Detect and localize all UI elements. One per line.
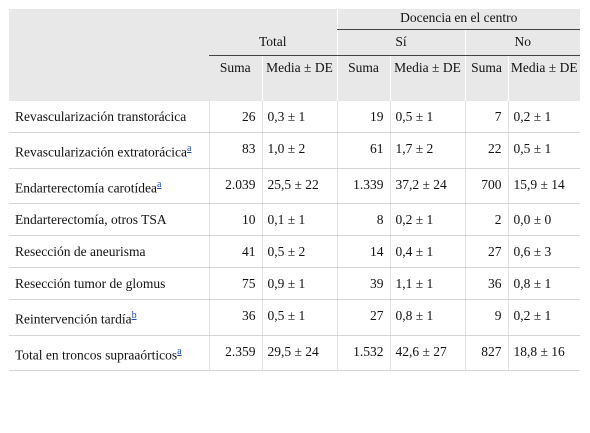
cell-total-suma: 83 — [208, 132, 262, 169]
cell-total-media: 0,9 ± 1 — [261, 267, 337, 300]
footnote-link[interactable]: a — [177, 345, 182, 357]
cell-no-media: 0,2 ± 1 — [507, 101, 580, 133]
cell-si-media: 0,5 ± 1 — [389, 101, 465, 133]
cell-no-suma: 827 — [464, 335, 508, 371]
table-row: Revascularización extratorácicaa 83 1,0 … — [9, 132, 580, 169]
cell-total-suma: 41 — [208, 235, 262, 268]
cell-si-media: 1,7 ± 2 — [389, 132, 465, 169]
cell-si-suma: 27 — [336, 299, 390, 336]
header-si-media: Media ± DE — [389, 55, 465, 101]
header-no-media: Media ± DE — [507, 55, 580, 101]
cell-total-media: 0,5 ± 2 — [261, 235, 337, 268]
cell-si-suma: 61 — [336, 132, 390, 169]
row-label-text: Total en troncos supraaórticos — [15, 347, 178, 362]
cell-total-media: 0,3 ± 1 — [261, 101, 337, 133]
cell-total-media: 1,0 ± 2 — [261, 132, 337, 169]
cell-no-suma: 7 — [464, 101, 508, 133]
row-label: Total en troncos supraaórticosa — [9, 335, 209, 371]
cell-total-suma: 36 — [208, 299, 262, 336]
cell-no-suma: 27 — [464, 235, 508, 268]
row-label: Resección tumor de glomus — [9, 267, 209, 300]
row-label-text: Revascularización transtorácica — [15, 109, 187, 124]
row-label-text: Resección de aneurisma — [15, 244, 146, 259]
cell-no-media: 15,9 ± 14 — [507, 168, 580, 204]
table-row: Revascularización transtorácica 26 0,3 ±… — [9, 101, 580, 133]
data-table-container: Docencia en el centro Total Sí No Suma M… — [9, 9, 580, 371]
row-label-text: Endarterectomía carotídea — [15, 180, 158, 195]
cell-no-media: 0,0 ± 0 — [507, 203, 580, 236]
docencia-table: Docencia en el centro Total Sí No Suma M… — [9, 9, 580, 371]
table-row: Reintervención tardíab 36 0,5 ± 1 27 0,8… — [9, 299, 580, 336]
cell-total-media: 0,1 ± 1 — [261, 203, 337, 236]
cell-si-suma: 19 — [336, 101, 390, 133]
cell-si-suma: 14 — [336, 235, 390, 268]
cell-si-media: 0,8 ± 1 — [389, 299, 465, 336]
cell-no-media: 0,2 ± 1 — [507, 299, 580, 336]
table-row: Resección de aneurisma 41 0,5 ± 2 14 0,4… — [9, 235, 580, 268]
row-label: Revascularización extratorácicaa — [9, 132, 209, 169]
cell-total-suma: 75 — [208, 267, 262, 300]
cell-si-suma: 1.339 — [336, 168, 390, 204]
table-row: Endarterectomía, otros TSA 10 0,1 ± 1 8 … — [9, 203, 580, 236]
cell-total-media: 29,5 ± 24 — [261, 335, 337, 371]
header-corner-2 — [9, 29, 209, 56]
cell-no-suma: 22 — [464, 132, 508, 169]
footnote-link[interactable]: a — [157, 178, 162, 190]
cell-si-media: 37,2 ± 24 — [389, 168, 465, 204]
cell-si-media: 42,6 ± 27 — [389, 335, 465, 371]
cell-total-suma: 2.359 — [208, 335, 262, 371]
row-label: Endarterectomía carotídeaa — [9, 168, 209, 204]
header-corner-3 — [9, 55, 209, 101]
cell-total-suma: 2.039 — [208, 168, 262, 204]
cell-no-media: 0,8 ± 1 — [507, 267, 580, 300]
cell-si-suma: 39 — [336, 267, 390, 300]
table-body: Revascularización transtorácica 26 0,3 ±… — [9, 101, 580, 371]
footnote-marker: a — [187, 142, 191, 154]
header-total: Total — [209, 29, 337, 56]
table-row: Total en troncos supraaórticosa 2.359 29… — [9, 335, 580, 371]
header-si: Sí — [336, 29, 465, 56]
cell-si-media: 1,1 ± 1 — [389, 267, 465, 300]
cell-no-suma: 36 — [464, 267, 508, 300]
cell-total-suma: 26 — [208, 101, 262, 133]
cell-si-suma: 1.532 — [336, 335, 390, 371]
table-header: Docencia en el centro Total Sí No Suma M… — [9, 9, 580, 101]
cell-no-media: 0,6 ± 3 — [507, 235, 580, 268]
cell-no-media: 0,5 ± 1 — [507, 132, 580, 169]
row-label: Revascularización transtorácica — [9, 101, 209, 133]
row-label-text: Resección tumor de glomus — [15, 276, 166, 291]
cell-no-suma: 2 — [464, 203, 508, 236]
header-group-docencia: Docencia en el centro — [336, 9, 580, 30]
header-total-suma: Suma — [209, 55, 262, 101]
row-label-text: Revascularización extratorácica — [15, 144, 188, 160]
row-label-text: Reintervención tardía — [15, 311, 132, 327]
cell-si-media: 0,4 ± 1 — [389, 235, 465, 268]
cell-no-media: 18,8 ± 16 — [507, 335, 580, 371]
row-label: Resección de aneurisma — [9, 235, 209, 268]
cell-total-media: 0,5 ± 1 — [261, 299, 337, 336]
header-no: No — [464, 29, 580, 56]
table-row: Endarterectomía carotídeaa 2.039 25,5 ± … — [9, 168, 580, 204]
row-label: Reintervención tardíab — [9, 299, 209, 336]
row-label: Endarterectomía, otros TSA — [9, 203, 209, 236]
footnote-marker: a — [177, 345, 181, 357]
footnote-link[interactable]: a — [187, 143, 192, 154]
cell-total-media: 25,5 ± 22 — [261, 168, 337, 204]
header-no-suma: Suma — [464, 55, 508, 101]
row-label-text: Endarterectomía, otros TSA — [15, 212, 167, 227]
footnote-marker: b — [132, 309, 137, 321]
cell-no-suma: 9 — [464, 299, 508, 336]
cell-si-suma: 8 — [336, 203, 390, 236]
footnote-marker: a — [157, 178, 161, 190]
footnote-link[interactable]: b — [131, 310, 137, 321]
header-corner — [9, 9, 209, 30]
cell-si-media: 0,2 ± 1 — [389, 203, 465, 236]
header-spacer — [209, 9, 337, 30]
cell-no-suma: 700 — [464, 168, 508, 204]
header-si-suma: Suma — [336, 55, 390, 101]
cell-total-suma: 10 — [208, 203, 262, 236]
header-total-media: Media ± DE — [261, 55, 337, 101]
table-row: Resección tumor de glomus 75 0,9 ± 1 39 … — [9, 267, 580, 300]
